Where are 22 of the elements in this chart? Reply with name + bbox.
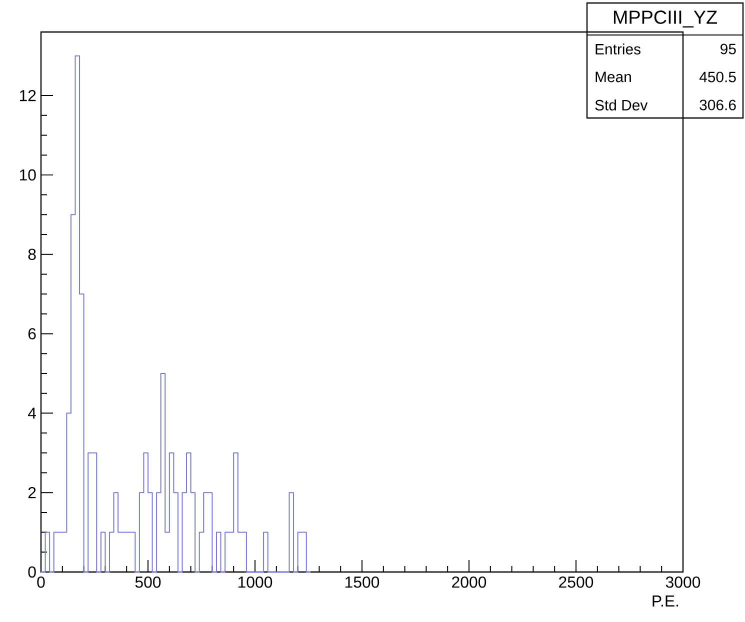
y-tick-label: 12 bbox=[20, 90, 36, 102]
y-tick-label: 0 bbox=[28, 566, 36, 578]
annotation: Entries bbox=[596, 44, 640, 54]
x-tick-label: 2500 bbox=[559, 576, 594, 588]
text: 95 bbox=[720, 44, 736, 54]
y-tick-label: 10 bbox=[20, 169, 36, 181]
text: 306.6 bbox=[700, 100, 736, 110]
annotation: Mean bbox=[596, 72, 631, 82]
x-axis-title: P.E. bbox=[652, 596, 678, 606]
x-tick-label: 0 bbox=[37, 576, 45, 588]
x-tick-label: 500 bbox=[135, 576, 161, 588]
x-tick-label: 1000 bbox=[238, 576, 272, 588]
y-tick-label: 4 bbox=[28, 408, 36, 419]
y-tick-label: 6 bbox=[28, 328, 36, 340]
y-tick-label: 8 bbox=[28, 248, 36, 260]
text: 450.5 bbox=[699, 72, 736, 82]
y-tick-label: 2 bbox=[28, 487, 36, 498]
x-tick-label: 3000 bbox=[666, 576, 700, 588]
annotation: Std Dev bbox=[595, 100, 648, 110]
x-tick-label: 2000 bbox=[452, 576, 486, 588]
text: MPPCIII_YZ bbox=[614, 10, 718, 28]
x-tick-label: 1500 bbox=[345, 576, 380, 588]
